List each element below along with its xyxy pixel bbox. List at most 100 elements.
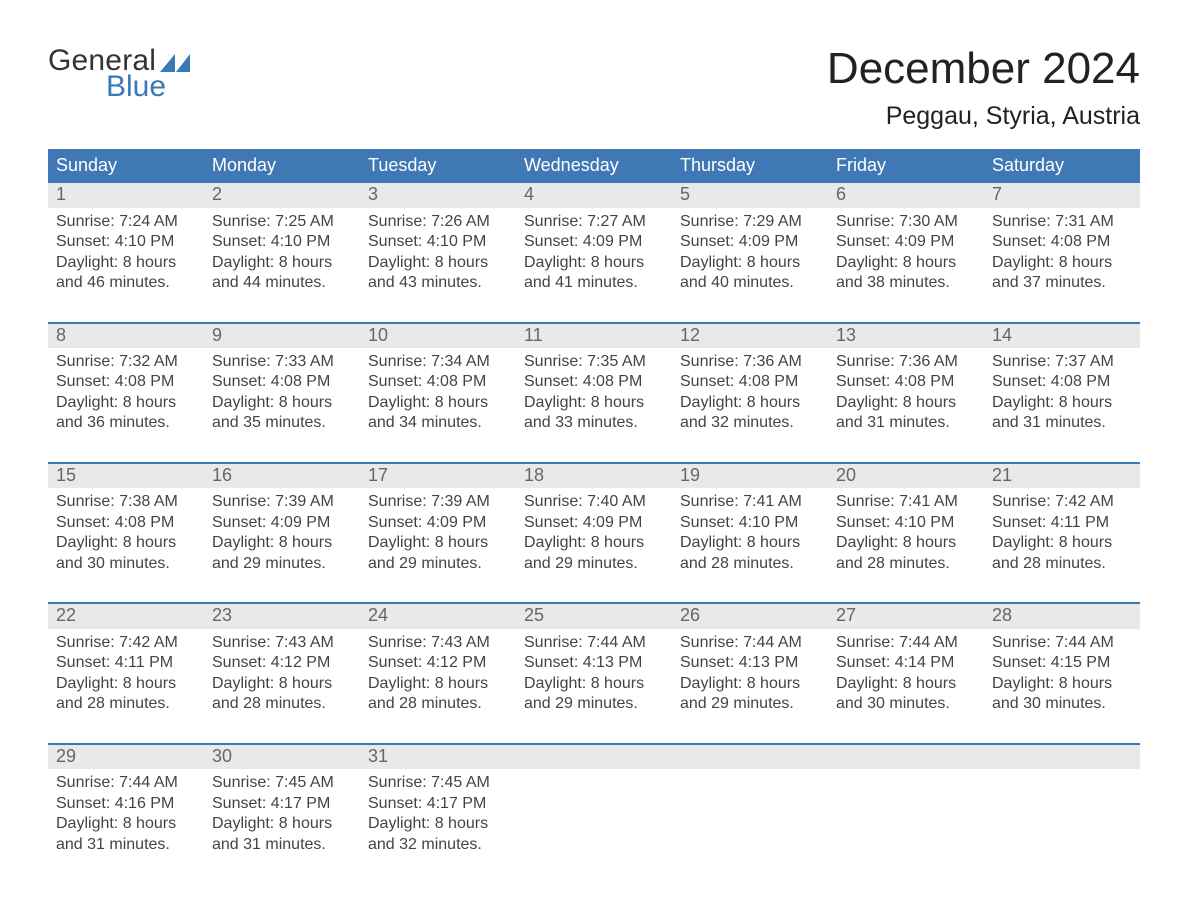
sunset-line: Sunset: 4:17 PM: [368, 794, 508, 814]
daylight-line: Daylight: 8 hours and 43 minutes.: [368, 253, 508, 294]
day-number: 3: [360, 183, 516, 207]
daylight-line: Daylight: 8 hours and 31 minutes.: [992, 393, 1132, 434]
day-number: 16: [204, 464, 360, 488]
day-cell: [516, 769, 672, 865]
day-number: 13: [828, 324, 984, 348]
sunset-line: Sunset: 4:08 PM: [56, 513, 196, 533]
day-cell: [984, 769, 1140, 865]
day-number: 10: [360, 324, 516, 348]
sunset-line: Sunset: 4:08 PM: [368, 372, 508, 392]
daylight-line: Daylight: 8 hours and 30 minutes.: [992, 674, 1132, 715]
day-cell: Sunrise: 7:26 AMSunset: 4:10 PMDaylight:…: [360, 208, 516, 304]
topbar: General Blue December 2024 Peggau, Styri…: [48, 46, 1140, 131]
daylight-line: Daylight: 8 hours and 36 minutes.: [56, 393, 196, 434]
sunset-line: Sunset: 4:10 PM: [680, 513, 820, 533]
daynum-bar: 891011121314: [48, 324, 1140, 348]
day-number: 27: [828, 604, 984, 628]
page: General Blue December 2024 Peggau, Styri…: [0, 0, 1188, 923]
day-cell: [828, 769, 984, 865]
daynum-bar: 15161718192021: [48, 464, 1140, 488]
day-cell: Sunrise: 7:37 AMSunset: 4:08 PMDaylight:…: [984, 348, 1140, 444]
day-cell: Sunrise: 7:41 AMSunset: 4:10 PMDaylight:…: [828, 488, 984, 584]
week-row: 15161718192021Sunrise: 7:38 AMSunset: 4:…: [48, 462, 1140, 584]
day-number: 9: [204, 324, 360, 348]
daylight-line: Daylight: 8 hours and 28 minutes.: [368, 674, 508, 715]
weekday-wednesday: Wednesday: [516, 149, 672, 183]
day-number: 29: [48, 745, 204, 769]
daynum-bar: 293031: [48, 745, 1140, 769]
day-cell: Sunrise: 7:42 AMSunset: 4:11 PMDaylight:…: [48, 629, 204, 725]
daylight-line: Daylight: 8 hours and 31 minutes.: [836, 393, 976, 434]
sunrise-line: Sunrise: 7:24 AM: [56, 212, 196, 232]
sunset-line: Sunset: 4:09 PM: [524, 513, 664, 533]
day-cell: Sunrise: 7:30 AMSunset: 4:09 PMDaylight:…: [828, 208, 984, 304]
sunrise-line: Sunrise: 7:41 AM: [680, 492, 820, 512]
day-cell: Sunrise: 7:29 AMSunset: 4:09 PMDaylight:…: [672, 208, 828, 304]
day-cell: Sunrise: 7:43 AMSunset: 4:12 PMDaylight:…: [360, 629, 516, 725]
sunset-line: Sunset: 4:09 PM: [836, 232, 976, 252]
sunrise-line: Sunrise: 7:44 AM: [992, 633, 1132, 653]
day-number: 22: [48, 604, 204, 628]
sunrise-line: Sunrise: 7:44 AM: [524, 633, 664, 653]
sunrise-line: Sunrise: 7:42 AM: [56, 633, 196, 653]
sunrise-line: Sunrise: 7:44 AM: [680, 633, 820, 653]
sunrise-line: Sunrise: 7:29 AM: [680, 212, 820, 232]
sunset-line: Sunset: 4:08 PM: [524, 372, 664, 392]
day-number: 25: [516, 604, 672, 628]
weekday-tuesday: Tuesday: [360, 149, 516, 183]
sunrise-line: Sunrise: 7:30 AM: [836, 212, 976, 232]
day-number: 31: [360, 745, 516, 769]
sunrise-line: Sunrise: 7:26 AM: [368, 212, 508, 232]
day-cell: Sunrise: 7:44 AMSunset: 4:13 PMDaylight:…: [516, 629, 672, 725]
day-number: 12: [672, 324, 828, 348]
day-number: 5: [672, 183, 828, 207]
day-cell: Sunrise: 7:33 AMSunset: 4:08 PMDaylight:…: [204, 348, 360, 444]
sunrise-line: Sunrise: 7:27 AM: [524, 212, 664, 232]
daylight-line: Daylight: 8 hours and 28 minutes.: [212, 674, 352, 715]
sunset-line: Sunset: 4:09 PM: [524, 232, 664, 252]
daylight-line: Daylight: 8 hours and 38 minutes.: [836, 253, 976, 294]
sunset-line: Sunset: 4:08 PM: [212, 372, 352, 392]
day-number: [516, 745, 672, 769]
sunset-line: Sunset: 4:15 PM: [992, 653, 1132, 673]
sunset-line: Sunset: 4:08 PM: [992, 232, 1132, 252]
day-number: [672, 745, 828, 769]
sunset-line: Sunset: 4:10 PM: [836, 513, 976, 533]
sunrise-line: Sunrise: 7:45 AM: [368, 773, 508, 793]
sunrise-line: Sunrise: 7:39 AM: [368, 492, 508, 512]
day-number: 28: [984, 604, 1140, 628]
daylight-line: Daylight: 8 hours and 29 minutes.: [368, 533, 508, 574]
week-row: 891011121314Sunrise: 7:32 AMSunset: 4:08…: [48, 322, 1140, 444]
sunset-line: Sunset: 4:09 PM: [212, 513, 352, 533]
weekday-thursday: Thursday: [672, 149, 828, 183]
calendar: Sunday Monday Tuesday Wednesday Thursday…: [48, 149, 1140, 865]
sunset-line: Sunset: 4:13 PM: [524, 653, 664, 673]
week-row: 293031Sunrise: 7:44 AMSunset: 4:16 PMDay…: [48, 743, 1140, 865]
day-number: 18: [516, 464, 672, 488]
day-cell: Sunrise: 7:44 AMSunset: 4:16 PMDaylight:…: [48, 769, 204, 865]
day-cell: Sunrise: 7:31 AMSunset: 4:08 PMDaylight:…: [984, 208, 1140, 304]
day-cell: Sunrise: 7:35 AMSunset: 4:08 PMDaylight:…: [516, 348, 672, 444]
weekday-monday: Monday: [204, 149, 360, 183]
weekday-saturday: Saturday: [984, 149, 1140, 183]
sunrise-line: Sunrise: 7:42 AM: [992, 492, 1132, 512]
day-number: 30: [204, 745, 360, 769]
day-number: 14: [984, 324, 1140, 348]
sunset-line: Sunset: 4:11 PM: [992, 513, 1132, 533]
sunrise-line: Sunrise: 7:36 AM: [680, 352, 820, 372]
sunrise-line: Sunrise: 7:45 AM: [212, 773, 352, 793]
sunset-line: Sunset: 4:12 PM: [368, 653, 508, 673]
daylight-line: Daylight: 8 hours and 29 minutes.: [680, 674, 820, 715]
daylight-line: Daylight: 8 hours and 33 minutes.: [524, 393, 664, 434]
sunrise-line: Sunrise: 7:43 AM: [368, 633, 508, 653]
sunrise-line: Sunrise: 7:35 AM: [524, 352, 664, 372]
day-cell: [672, 769, 828, 865]
daylight-line: Daylight: 8 hours and 28 minutes.: [992, 533, 1132, 574]
day-number: 2: [204, 183, 360, 207]
day-cell: Sunrise: 7:40 AMSunset: 4:09 PMDaylight:…: [516, 488, 672, 584]
day-number: 1: [48, 183, 204, 207]
daynum-bar: 1234567: [48, 183, 1140, 207]
sunset-line: Sunset: 4:17 PM: [212, 794, 352, 814]
day-number: 19: [672, 464, 828, 488]
week-row: 1234567Sunrise: 7:24 AMSunset: 4:10 PMDa…: [48, 183, 1140, 303]
